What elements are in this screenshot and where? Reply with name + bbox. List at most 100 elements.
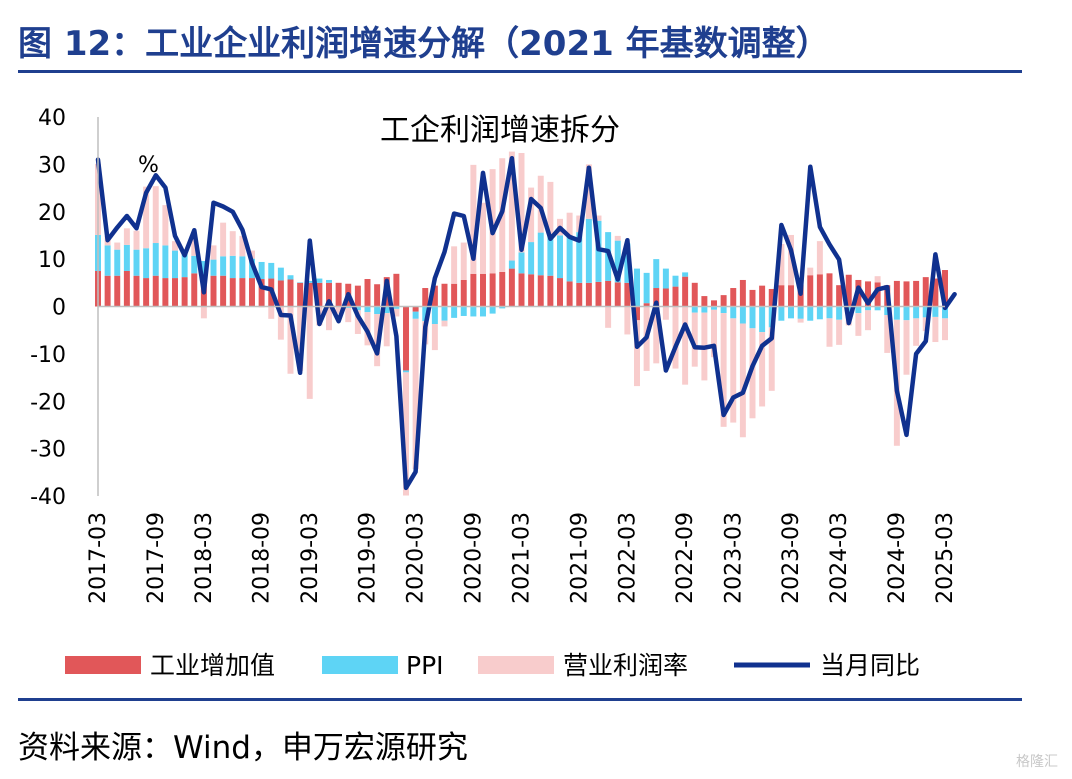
bar-ppi bbox=[547, 234, 554, 276]
bar-industrial-value-added bbox=[865, 281, 871, 307]
legend-label-operating-margin: 营业利润率 bbox=[563, 651, 688, 680]
x-tick-label: 2018-09 bbox=[250, 512, 275, 604]
bar-industrial-value-added bbox=[739, 279, 746, 307]
bar-industrial-value-added bbox=[441, 283, 448, 307]
bar-industrial-value-added bbox=[547, 275, 554, 307]
bar-ppi bbox=[903, 306, 910, 321]
bar-ppi bbox=[181, 253, 188, 278]
bar-industrial-value-added bbox=[431, 285, 438, 307]
bar-ppi bbox=[614, 240, 621, 283]
bar-operating-margin bbox=[913, 318, 920, 346]
bar-operating-margin bbox=[653, 306, 660, 364]
bar-operating-margin bbox=[162, 205, 169, 246]
bar-operating-margin bbox=[431, 324, 438, 351]
bar-industrial-value-added bbox=[874, 282, 881, 307]
bar-industrial-value-added bbox=[249, 278, 255, 307]
bar-operating-margin bbox=[836, 319, 843, 345]
bar-ppi bbox=[210, 259, 217, 276]
bar-industrial-value-added bbox=[720, 295, 727, 307]
x-tick-label: 2017-09 bbox=[144, 512, 169, 604]
figure-title: 图 12：工业企业利润增速分解（2021 年基数调整） bbox=[18, 24, 830, 64]
bar-industrial-value-added bbox=[258, 279, 265, 307]
bar-ppi bbox=[143, 248, 150, 279]
bar-ppi bbox=[123, 244, 130, 271]
bar-ppi bbox=[114, 249, 121, 276]
bar-operating-margin bbox=[306, 306, 313, 399]
bar-industrial-value-added bbox=[653, 288, 660, 307]
bar-ppi bbox=[682, 272, 689, 277]
bar-industrial-value-added bbox=[306, 282, 313, 307]
bar-operating-margin bbox=[874, 276, 881, 283]
bar-operating-margin bbox=[605, 306, 612, 328]
bar-industrial-value-added bbox=[393, 273, 400, 307]
bar-industrial-value-added bbox=[701, 296, 708, 307]
y-unit-label: % bbox=[138, 153, 159, 178]
bar-ppi bbox=[836, 306, 843, 320]
bar-ppi bbox=[865, 306, 871, 311]
bar-ppi bbox=[431, 306, 438, 325]
bar-industrial-value-added bbox=[191, 273, 198, 307]
bar-ppi bbox=[239, 256, 246, 279]
bar-ppi bbox=[258, 261, 265, 280]
bar-operating-margin bbox=[528, 187, 535, 243]
bar-ppi bbox=[383, 306, 390, 314]
bar-industrial-value-added bbox=[730, 288, 737, 307]
bar-industrial-value-added bbox=[691, 282, 698, 307]
bar-operating-margin bbox=[393, 308, 400, 317]
bar-ppi bbox=[191, 255, 198, 274]
bar-ppi bbox=[518, 252, 525, 274]
bar-operating-margin bbox=[816, 241, 823, 275]
bar-ppi bbox=[566, 236, 573, 282]
bar-ppi bbox=[460, 306, 467, 316]
bar-industrial-value-added bbox=[893, 280, 900, 307]
bar-ppi bbox=[749, 306, 756, 329]
bar-ppi bbox=[537, 232, 544, 276]
bar-operating-margin bbox=[123, 228, 130, 245]
bar-ppi bbox=[277, 267, 284, 281]
bar-ppi bbox=[797, 306, 804, 319]
bar-operating-margin bbox=[470, 164, 477, 274]
bar-industrial-value-added bbox=[816, 274, 823, 307]
y-tick-label: 20 bbox=[38, 201, 66, 226]
bar-operating-margin bbox=[518, 153, 525, 253]
bar-industrial-value-added bbox=[229, 278, 236, 307]
bar-ppi bbox=[229, 255, 236, 279]
bar-industrial-value-added bbox=[557, 278, 563, 307]
bar-ppi bbox=[133, 249, 140, 276]
bar-ppi bbox=[162, 245, 169, 279]
bar-ppi bbox=[374, 306, 381, 315]
bar-ppi bbox=[826, 306, 833, 319]
bar-ppi bbox=[489, 306, 496, 314]
bar-ppi bbox=[778, 306, 785, 321]
x-tick-label: 2024-09 bbox=[885, 512, 910, 604]
bar-ppi bbox=[297, 282, 304, 283]
bar-industrial-value-added bbox=[585, 282, 592, 307]
bar-operating-margin bbox=[547, 181, 554, 235]
bar-operating-margin bbox=[114, 242, 121, 250]
y-tick-label: -10 bbox=[30, 343, 66, 368]
bar-ppi bbox=[691, 306, 698, 313]
bar-operating-margin bbox=[682, 306, 689, 385]
bar-ppi bbox=[364, 306, 371, 313]
bar-operating-margin bbox=[711, 309, 717, 358]
bar-operating-margin bbox=[403, 372, 409, 496]
bar-industrial-value-added bbox=[913, 280, 920, 307]
bar-operating-margin bbox=[326, 306, 332, 331]
bar-industrial-value-added bbox=[181, 277, 188, 307]
bar-ppi bbox=[711, 306, 717, 310]
source-rule bbox=[18, 698, 1022, 701]
bar-operating-margin bbox=[460, 242, 467, 280]
bar-industrial-value-added bbox=[210, 275, 217, 307]
x-tick-label: 2023-09 bbox=[779, 512, 804, 604]
bar-industrial-value-added bbox=[412, 306, 419, 312]
bar-industrial-value-added bbox=[903, 281, 910, 307]
bar-industrial-value-added bbox=[566, 281, 573, 307]
bar-ppi bbox=[451, 306, 458, 318]
bar-operating-margin bbox=[595, 215, 602, 221]
bar-operating-margin bbox=[441, 320, 448, 327]
bar-operating-margin bbox=[277, 306, 284, 340]
legend: 工业增加值 PPI 营业利润率 当月同比 bbox=[65, 651, 920, 680]
bar-ppi bbox=[643, 272, 650, 304]
bar-industrial-value-added bbox=[133, 275, 140, 307]
bar-industrial-value-added bbox=[172, 278, 178, 307]
